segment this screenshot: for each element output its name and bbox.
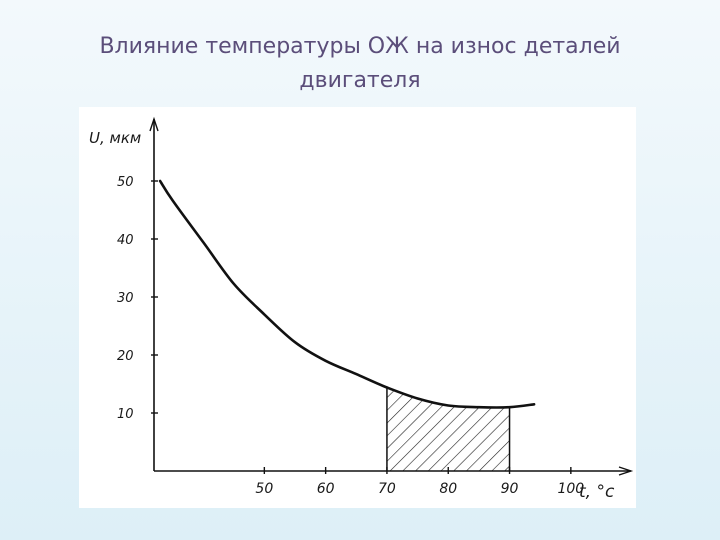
- chart-panel: 10 20 30 40 50 50 60 70 80 90 100 U, мкм t, °c: [79, 107, 636, 508]
- x-axis-arrow: [618, 466, 634, 476]
- y-tick-label: 20: [117, 349, 134, 364]
- slide-title: Влияние температуры ОЖ на износ деталей …: [60, 30, 660, 98]
- slide-title-line-2: двигателя: [299, 68, 421, 93]
- x-tick-label: 100: [557, 481, 584, 497]
- slide-title-line-1: Влияние температуры ОЖ на износ деталей: [99, 34, 621, 59]
- shaded-region: [386, 387, 510, 471]
- x-tick-label: 80: [439, 481, 457, 497]
- y-tick-label: 40: [117, 233, 134, 248]
- x-tick-label: 50: [255, 481, 273, 497]
- y-tick-label: 30: [117, 291, 134, 306]
- x-axis-label: t, °c: [579, 482, 615, 502]
- wear-curve: [158, 179, 536, 409]
- x-tick-label: 70: [378, 481, 396, 497]
- x-tick-label: 90: [501, 481, 519, 497]
- y-axis-arrow: [149, 116, 159, 132]
- y-axis-label: U, мкм: [89, 129, 141, 147]
- x-tick-label: 60: [317, 481, 335, 497]
- y-tick-label: 10: [117, 407, 134, 422]
- wear-temperature-chart: 10 20 30 40 50 50 60 70 80 90 100 U, мкм t, °c: [89, 116, 634, 502]
- y-tick-label: 50: [117, 175, 134, 190]
